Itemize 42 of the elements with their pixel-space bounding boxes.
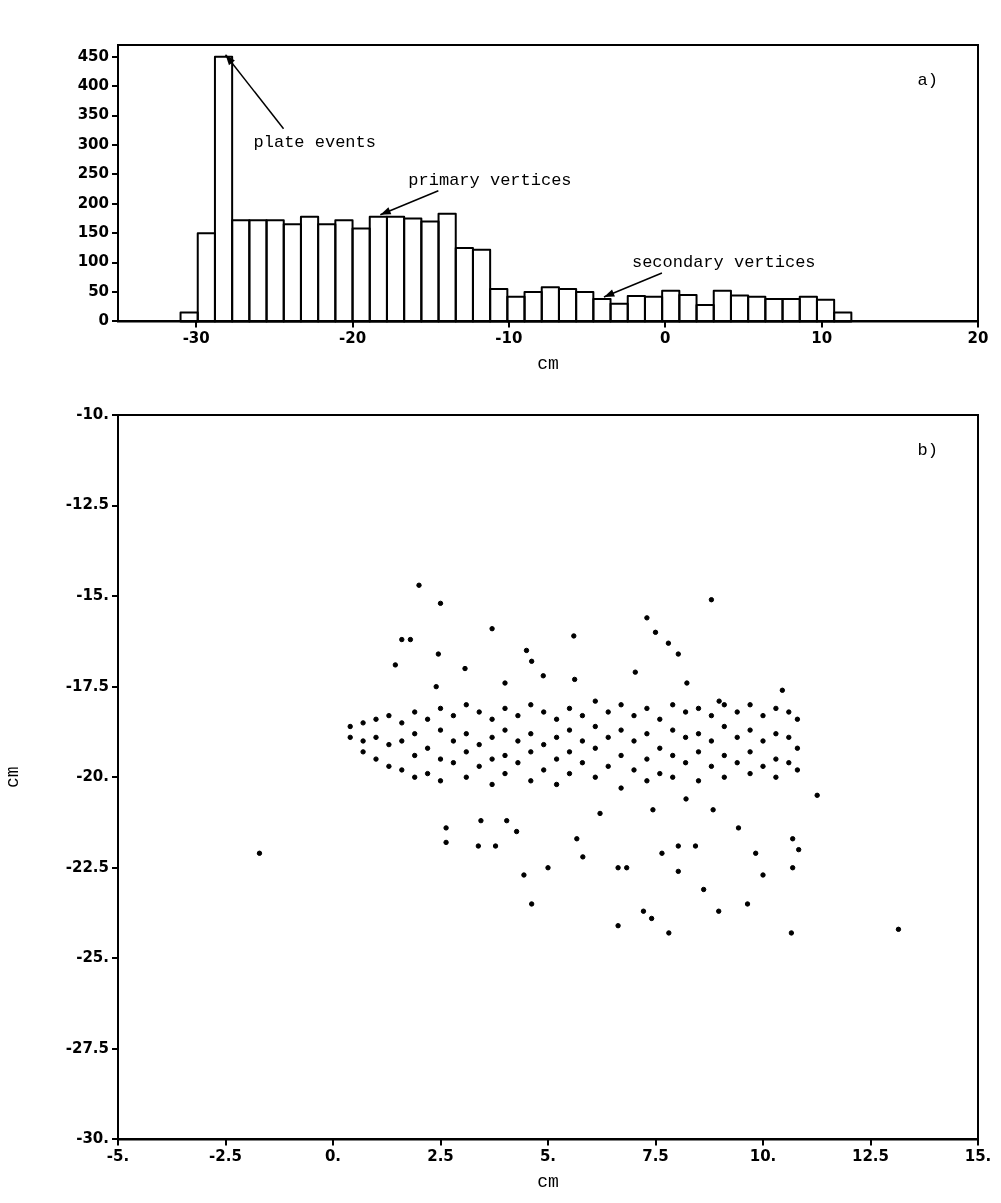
y-tick-label: -10. <box>76 404 109 423</box>
annotation: a) <box>917 71 938 90</box>
x-tick-label: 10 <box>811 329 833 348</box>
x-tick-label: -10 <box>495 329 523 348</box>
y-tick-label: 250 <box>77 164 109 183</box>
x-tick-label: -2.5 <box>209 1147 242 1166</box>
y-tick-label: -12.5 <box>65 495 109 514</box>
x-tick-label: 2.5 <box>427 1147 454 1166</box>
x-tick-label: -5. <box>106 1147 130 1166</box>
y-tick-label: -17.5 <box>65 676 109 695</box>
x-tick-label: 7.5 <box>642 1147 669 1166</box>
annotation: plate events <box>253 132 376 152</box>
annotation: secondary vertices <box>631 253 816 273</box>
y-tick-label: 300 <box>77 134 109 153</box>
y-axis-title: cm <box>2 766 23 788</box>
x-tick-label: -20 <box>338 329 367 348</box>
y-tick-label: -30. <box>76 1129 109 1148</box>
x-tick-label: 20 <box>967 329 989 348</box>
x-axis-title: cm <box>537 1171 559 1192</box>
y-tick-label: -22.5 <box>65 857 109 876</box>
y-tick-label: 400 <box>77 76 109 95</box>
x-tick-label: 10. <box>749 1147 777 1166</box>
y-tick-label: -20. <box>76 767 109 786</box>
x-tick-label: 0 <box>660 329 671 348</box>
x-tick-label: 5. <box>539 1147 557 1166</box>
y-tick-label: 200 <box>77 193 109 212</box>
annotation: b) <box>917 441 938 460</box>
annotation: primary vertices <box>408 170 572 190</box>
y-tick-label: -27.5 <box>65 1038 109 1057</box>
y-tick-label: 150 <box>77 223 109 242</box>
y-tick-label: -25. <box>76 948 109 967</box>
x-tick-label: 0. <box>324 1147 342 1166</box>
y-tick-label: 100 <box>77 252 109 271</box>
y-tick-label: 0 <box>98 311 109 330</box>
x-tick-label: 15. <box>964 1147 992 1166</box>
y-tick-label: 450 <box>77 46 109 65</box>
x-tick-label: 12.5 <box>851 1147 890 1166</box>
y-tick-label: 50 <box>88 281 109 300</box>
y-tick-label: 350 <box>77 105 109 124</box>
x-axis-title: cm <box>537 353 559 374</box>
y-tick-label: -15. <box>76 585 109 604</box>
x-tick-label: -30 <box>182 329 210 348</box>
